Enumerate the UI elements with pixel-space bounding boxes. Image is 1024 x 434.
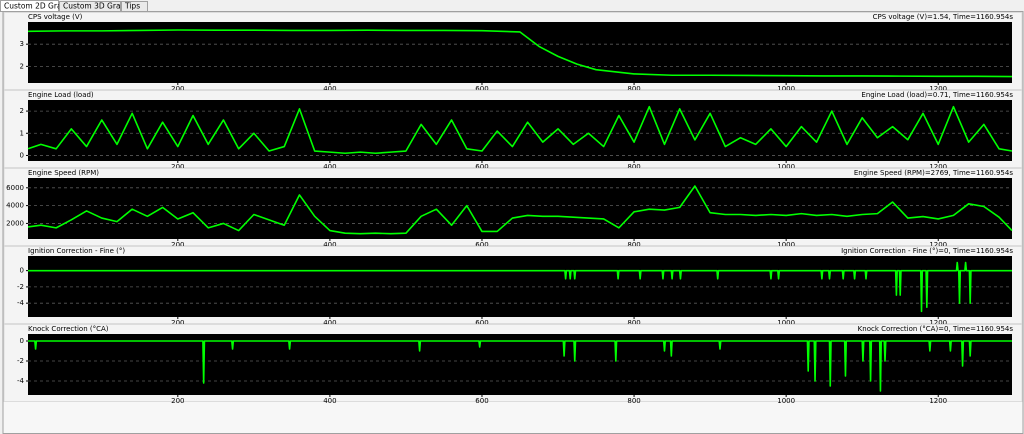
chart-panel: Engine Load (load) Engine Load (load)=0.7… <box>3 90 1023 171</box>
y-tick-label: 0 <box>20 337 24 345</box>
x-tick-label: 800 <box>627 241 640 249</box>
plot-area <box>28 100 1012 161</box>
y-tick-label: 3 <box>20 40 24 48</box>
x-tick-label: 600 <box>475 319 488 327</box>
y-tick-label: -2 <box>17 357 24 365</box>
x-tick-label: 1000 <box>777 319 795 327</box>
x-tick-label: 800 <box>627 397 640 405</box>
chart-readout: Engine Load (load)=0.71, Time=1160.954s <box>861 91 1013 99</box>
data-line <box>28 340 1012 392</box>
y-tick-label: 2000 <box>6 219 24 227</box>
plot-area <box>28 334 1012 395</box>
tab[interactable]: Custom 2D Graphing <box>0 0 83 12</box>
tab[interactable]: Tips <box>121 1 148 12</box>
x-tick-label: 1200 <box>929 85 947 93</box>
chart-title: Ignition Correction - Fine (°) <box>28 247 125 255</box>
x-tick-label: 400 <box>323 241 336 249</box>
x-tick-label: 200 <box>171 85 184 93</box>
chart-title: Knock Correction (°CA) <box>28 325 109 333</box>
x-tick-label: 600 <box>475 163 488 171</box>
chart-title: Engine Load (load) <box>28 91 94 99</box>
x-tick-label: 1000 <box>777 397 795 405</box>
x-tick-label: 1200 <box>929 241 947 249</box>
x-tick-label: 200 <box>171 163 184 171</box>
x-tick-label: 1000 <box>777 163 795 171</box>
y-tick-label: 2 <box>20 62 24 70</box>
x-tick-label: 400 <box>323 85 336 93</box>
x-tick-label: 800 <box>627 319 640 327</box>
x-tick-label: 600 <box>475 241 488 249</box>
chart-panel: Ignition Correction - Fine (°) Ignition C… <box>3 246 1023 327</box>
x-tick-label: 800 <box>627 85 640 93</box>
x-tick-label: 600 <box>475 397 488 405</box>
tab-label[interactable]: Custom 3D Graphing <box>63 2 142 11</box>
x-tick-label: 1000 <box>777 85 795 93</box>
data-line <box>27 105 1013 155</box>
y-tick-label: 4000 <box>6 202 24 210</box>
data-line <box>27 185 1013 235</box>
chart-title: Engine Speed (RPM) <box>28 169 99 177</box>
x-tick-label: 1200 <box>929 319 947 327</box>
y-tick-label: 0 <box>20 151 24 159</box>
y-tick-label: 2 <box>20 107 24 115</box>
chart-readout: CPS voltage (V)=1.54, Time=1160.954s <box>873 13 1014 21</box>
data-line <box>28 261 1012 313</box>
chart-panel: Knock Correction (°CA) Knock Correction (… <box>3 324 1023 405</box>
x-tick-label: 400 <box>323 163 336 171</box>
x-tick-label: 200 <box>171 397 184 405</box>
x-tick-label: 1200 <box>929 163 947 171</box>
y-tick-label: -2 <box>17 283 24 291</box>
chart-title: CPS voltage (V) <box>28 13 83 21</box>
y-tick-label: 6000 <box>6 184 24 192</box>
x-tick-label: 600 <box>475 85 488 93</box>
x-tick-label: 200 <box>171 319 184 327</box>
chart-readout: Knock Correction (°CA)=0, Time=1160.954s <box>858 325 1014 333</box>
x-tick-label: 200 <box>171 241 184 249</box>
y-tick-label: -4 <box>17 299 25 307</box>
plot-area <box>28 178 1012 239</box>
chart-readout: Engine Speed (RPM)=2769, Time=1160.954s <box>854 169 1013 177</box>
x-tick-label: 400 <box>323 397 336 405</box>
x-tick-label: 1200 <box>929 397 947 405</box>
data-line <box>27 29 1013 78</box>
x-tick-label: 1000 <box>777 241 795 249</box>
tab[interactable]: Custom 3D Graphing <box>59 1 142 12</box>
chart-readout: Ignition Correction - Fine (°)=0, Time=1… <box>841 247 1013 255</box>
tab-label[interactable]: Custom 2D Graphing <box>4 2 83 11</box>
chart-panel: CPS voltage (V) CPS voltage (V)=1.54, Tim… <box>3 12 1023 93</box>
x-tick-label: 800 <box>627 163 640 171</box>
tab-label[interactable]: Tips <box>124 2 140 11</box>
x-tick-label: 400 <box>323 319 336 327</box>
y-tick-label: 0 <box>20 267 24 275</box>
chart-panel: Engine Speed (RPM) Engine Speed (RPM)=276… <box>3 168 1023 249</box>
plot-area <box>28 256 1012 317</box>
plot-area <box>28 22 1012 83</box>
y-tick-label: 1 <box>20 129 24 137</box>
y-tick-label: -4 <box>17 377 25 385</box>
